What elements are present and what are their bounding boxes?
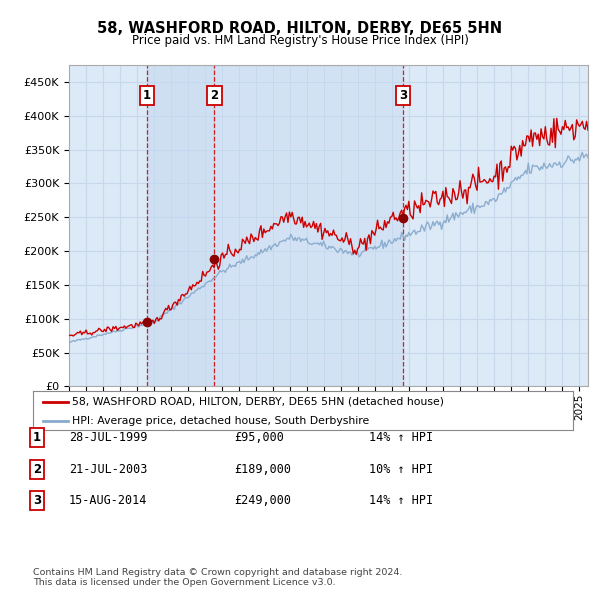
Text: £95,000: £95,000 [234, 431, 284, 444]
Text: HPI: Average price, detached house, South Derbyshire: HPI: Average price, detached house, Sout… [72, 416, 369, 426]
Text: 10% ↑ HPI: 10% ↑ HPI [369, 463, 433, 476]
Bar [147, 65, 214, 386]
Text: 2: 2 [33, 463, 41, 476]
Text: 58, WASHFORD ROAD, HILTON, DERBY, DE65 5HN (detached house): 58, WASHFORD ROAD, HILTON, DERBY, DE65 5… [72, 397, 444, 407]
Text: 14% ↑ HPI: 14% ↑ HPI [369, 431, 433, 444]
Text: 28-JUL-1999: 28-JUL-1999 [69, 431, 148, 444]
Bar [214, 65, 403, 386]
Text: 58, WASHFORD ROAD, HILTON, DERBY, DE65 5HN: 58, WASHFORD ROAD, HILTON, DERBY, DE65 5… [97, 21, 503, 36]
Text: £249,000: £249,000 [234, 494, 291, 507]
Text: 3: 3 [33, 494, 41, 507]
Text: 2: 2 [211, 89, 218, 102]
Text: 1: 1 [143, 89, 151, 102]
Text: 15-AUG-2014: 15-AUG-2014 [69, 494, 148, 507]
Text: Contains HM Land Registry data © Crown copyright and database right 2024.
This d: Contains HM Land Registry data © Crown c… [33, 568, 403, 587]
Text: 14% ↑ HPI: 14% ↑ HPI [369, 494, 433, 507]
Text: 21-JUL-2003: 21-JUL-2003 [69, 463, 148, 476]
Text: 3: 3 [399, 89, 407, 102]
Text: 1: 1 [33, 431, 41, 444]
Text: Price paid vs. HM Land Registry's House Price Index (HPI): Price paid vs. HM Land Registry's House … [131, 34, 469, 47]
Text: £189,000: £189,000 [234, 463, 291, 476]
